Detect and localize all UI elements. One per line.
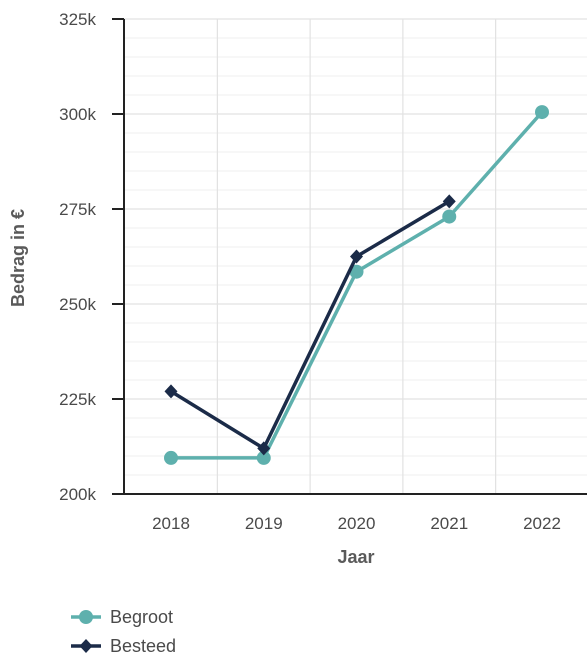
- y-tick-label: 325k: [59, 10, 96, 29]
- data-point: [535, 105, 549, 120]
- series-begroot: [164, 105, 549, 465]
- y-tick-label: 200k: [59, 485, 96, 504]
- x-tick-label: 2021: [430, 514, 468, 533]
- x-axis-ticks: 2018 2019 2020 2021 2022: [152, 514, 561, 533]
- data-point: [350, 249, 363, 264]
- y-tick-label: 250k: [59, 295, 96, 314]
- y-axis-title: Bedrag in €: [8, 209, 28, 307]
- legend-label: Begroot: [110, 607, 173, 627]
- y-tick-label: 275k: [59, 200, 96, 219]
- legend-item-besteed: Besteed: [71, 636, 176, 653]
- x-axis-title: Jaar: [337, 547, 374, 567]
- legend-label: Besteed: [110, 636, 176, 653]
- x-tick-label: 2019: [245, 514, 283, 533]
- legend: Begroot Besteed: [71, 607, 176, 653]
- data-point: [164, 450, 178, 465]
- data-point: [164, 384, 178, 399]
- series-besteed: [164, 194, 456, 456]
- legend-item-begroot: Begroot: [71, 607, 173, 627]
- series-group: [164, 105, 549, 465]
- x-tick-label: 2018: [152, 514, 190, 533]
- y-tick-label: 300k: [59, 105, 96, 124]
- data-point: [257, 441, 271, 456]
- legend-swatch-marker: [79, 639, 93, 653]
- axes: [123, 19, 587, 495]
- data-point: [256, 450, 271, 465]
- x-tick-label: 2022: [523, 514, 561, 533]
- grid-lines: [124, 18, 587, 494]
- series-line: [170, 199, 451, 451]
- y-axis-ticks: 200k 225k 250k 275k 300k 325k: [59, 10, 124, 504]
- y-tick-label: 225k: [59, 390, 96, 409]
- legend-swatch-marker: [79, 610, 93, 624]
- x-tick-label: 2020: [338, 514, 376, 533]
- data-point: [442, 209, 457, 224]
- data-point: [442, 194, 456, 209]
- data-point: [349, 264, 364, 279]
